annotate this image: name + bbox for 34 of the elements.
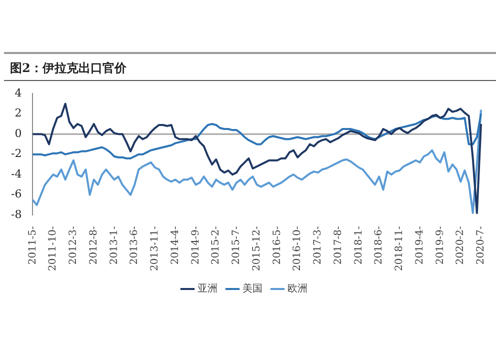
x-tick-label: 2017-8- bbox=[332, 226, 344, 265]
y-tick-label: 4 bbox=[14, 86, 22, 100]
x-tick-label: 2018-1- bbox=[353, 226, 364, 265]
y-tick-label: 2 bbox=[14, 106, 22, 120]
legend-label: 欧洲 bbox=[288, 282, 308, 295]
x-tick-label: 2020-7- bbox=[476, 226, 487, 265]
x-tick-label: 2019-9- bbox=[434, 226, 446, 265]
x-tick-label: 2018-6- bbox=[374, 226, 385, 265]
x-tick-label: 2013-11- bbox=[150, 226, 161, 272]
legend-label: 亚洲 bbox=[198, 282, 218, 295]
x-tick-label: 2018-11- bbox=[394, 226, 406, 272]
x-tick-label: 2011-10- bbox=[48, 226, 59, 272]
y-tick-label: -2 bbox=[10, 147, 22, 160]
x-tick-label: 2016-10- bbox=[292, 226, 304, 272]
y-tick-label: -6 bbox=[10, 188, 22, 201]
x-tick-label: 2015-12- bbox=[251, 226, 262, 272]
x-tick-label: 2012-3- bbox=[68, 226, 80, 265]
x-tick-label: 2015-2- bbox=[210, 226, 222, 265]
x-tick-label: 2016-5- bbox=[272, 226, 283, 265]
x-tick-label: 2012-8- bbox=[88, 226, 100, 265]
x-tick-label: 2013-1- bbox=[108, 226, 120, 265]
x-tick-label: 2014-4- bbox=[170, 226, 181, 265]
x-tick-label: 2013-6- bbox=[129, 226, 140, 265]
y-tick-label: 0 bbox=[14, 126, 22, 140]
y-tick-label: -4 bbox=[10, 167, 22, 180]
x-tick-label: 2017-3- bbox=[312, 226, 324, 265]
x-tick-label: 2020-2- bbox=[455, 226, 466, 265]
legend-label: 美国 bbox=[242, 282, 262, 295]
y-tick-label: -8 bbox=[10, 208, 22, 221]
x-tick-label: 2011-5- bbox=[27, 226, 38, 265]
chart-title: 图2：伊拉克出口官价 bbox=[10, 60, 126, 77]
x-tick-label: 2019-4- bbox=[414, 226, 426, 265]
x-tick-label: 2014-9- bbox=[190, 226, 202, 265]
x-tick-label: 2015-7- bbox=[231, 226, 242, 265]
